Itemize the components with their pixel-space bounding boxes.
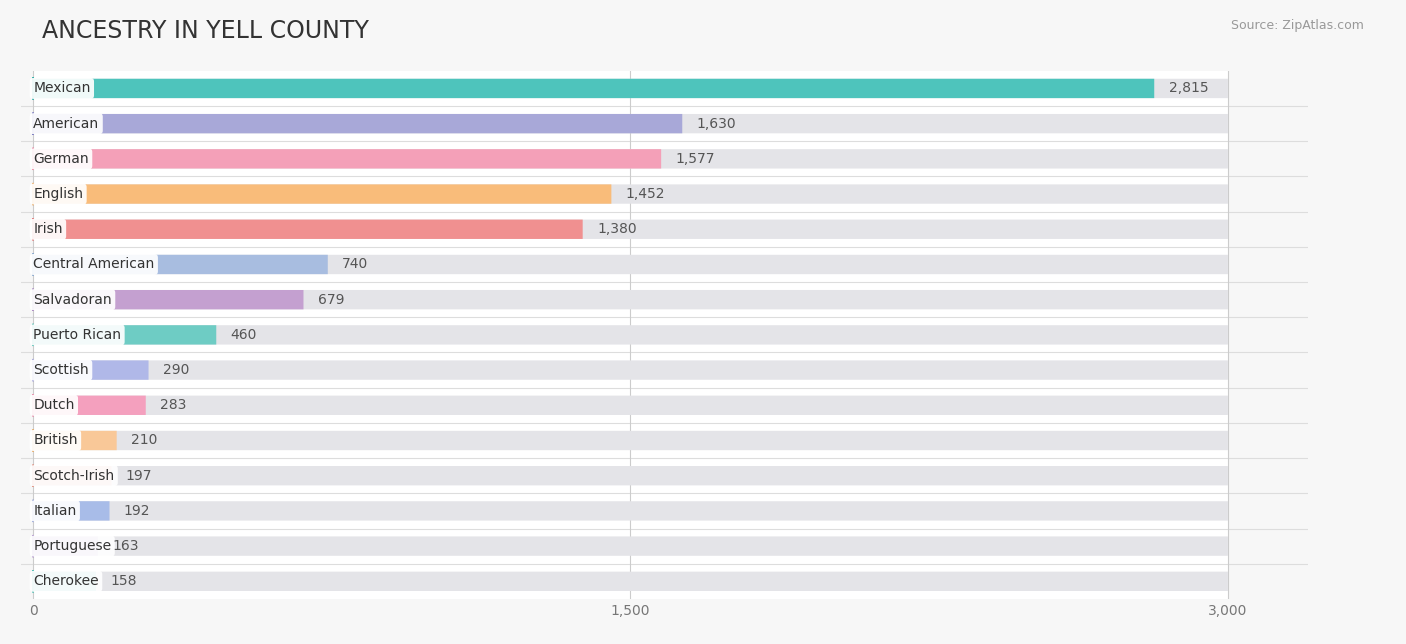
Text: Source: ZipAtlas.com: Source: ZipAtlas.com (1230, 19, 1364, 32)
FancyBboxPatch shape (32, 317, 1227, 352)
Text: Irish: Irish (34, 222, 63, 236)
FancyBboxPatch shape (32, 290, 304, 309)
Text: 2,815: 2,815 (1168, 81, 1208, 95)
FancyBboxPatch shape (32, 149, 1227, 169)
Text: 1,630: 1,630 (696, 117, 737, 131)
Text: ANCESTRY IN YELL COUNTY: ANCESTRY IN YELL COUNTY (42, 19, 368, 43)
FancyBboxPatch shape (32, 176, 1227, 212)
Text: 192: 192 (124, 504, 150, 518)
FancyBboxPatch shape (32, 79, 1227, 98)
Text: 679: 679 (318, 292, 344, 307)
FancyBboxPatch shape (32, 325, 1227, 345)
Text: 1,380: 1,380 (598, 222, 637, 236)
Text: 1,452: 1,452 (626, 187, 665, 201)
Text: 290: 290 (163, 363, 190, 377)
FancyBboxPatch shape (32, 184, 612, 204)
Text: 1,577: 1,577 (675, 152, 716, 166)
FancyBboxPatch shape (32, 290, 1227, 309)
FancyBboxPatch shape (32, 212, 1227, 247)
Text: 283: 283 (160, 398, 187, 412)
FancyBboxPatch shape (32, 149, 661, 169)
FancyBboxPatch shape (32, 361, 1227, 380)
FancyBboxPatch shape (32, 431, 117, 450)
FancyBboxPatch shape (32, 536, 1227, 556)
FancyBboxPatch shape (32, 431, 1227, 450)
Text: 210: 210 (131, 433, 157, 448)
Text: Central American: Central American (34, 258, 155, 272)
FancyBboxPatch shape (32, 501, 110, 520)
FancyBboxPatch shape (32, 395, 1227, 415)
Text: 163: 163 (112, 539, 139, 553)
FancyBboxPatch shape (32, 395, 146, 415)
FancyBboxPatch shape (32, 352, 1227, 388)
Text: American: American (34, 117, 100, 131)
Text: German: German (34, 152, 89, 166)
Text: Cherokee: Cherokee (34, 574, 98, 589)
FancyBboxPatch shape (32, 325, 217, 345)
Text: British: British (34, 433, 77, 448)
FancyBboxPatch shape (32, 282, 1227, 317)
FancyBboxPatch shape (32, 529, 1227, 564)
Text: Dutch: Dutch (34, 398, 75, 412)
FancyBboxPatch shape (32, 493, 1227, 529)
FancyBboxPatch shape (32, 466, 1227, 486)
FancyBboxPatch shape (32, 220, 1227, 239)
FancyBboxPatch shape (32, 141, 1227, 176)
FancyBboxPatch shape (32, 388, 1227, 423)
Text: Scotch-Irish: Scotch-Irish (34, 469, 114, 483)
Text: Portuguese: Portuguese (34, 539, 111, 553)
FancyBboxPatch shape (32, 423, 1227, 458)
Text: Italian: Italian (34, 504, 76, 518)
FancyBboxPatch shape (32, 501, 1227, 520)
FancyBboxPatch shape (32, 572, 96, 591)
Text: Mexican: Mexican (34, 81, 90, 95)
FancyBboxPatch shape (32, 220, 582, 239)
FancyBboxPatch shape (32, 458, 1227, 493)
FancyBboxPatch shape (32, 536, 98, 556)
FancyBboxPatch shape (32, 564, 1227, 599)
Text: 158: 158 (110, 574, 136, 589)
Text: 197: 197 (127, 469, 152, 483)
FancyBboxPatch shape (32, 255, 1227, 274)
Text: Scottish: Scottish (34, 363, 89, 377)
FancyBboxPatch shape (32, 361, 149, 380)
FancyBboxPatch shape (32, 114, 682, 133)
Text: 740: 740 (342, 258, 368, 272)
FancyBboxPatch shape (32, 184, 1227, 204)
FancyBboxPatch shape (32, 466, 111, 486)
Text: 460: 460 (231, 328, 257, 342)
FancyBboxPatch shape (32, 114, 1227, 133)
FancyBboxPatch shape (32, 572, 1227, 591)
FancyBboxPatch shape (32, 247, 1227, 282)
Text: Salvadoran: Salvadoran (34, 292, 112, 307)
Text: Puerto Rican: Puerto Rican (34, 328, 121, 342)
Text: English: English (34, 187, 83, 201)
FancyBboxPatch shape (32, 255, 328, 274)
FancyBboxPatch shape (32, 79, 1154, 98)
FancyBboxPatch shape (32, 106, 1227, 141)
FancyBboxPatch shape (32, 71, 1227, 106)
